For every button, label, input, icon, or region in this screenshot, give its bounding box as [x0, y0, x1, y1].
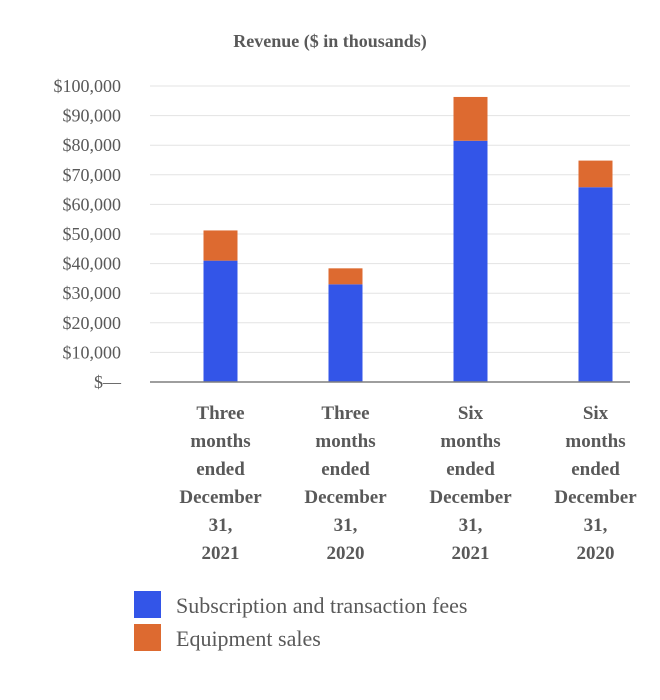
y-tick-label: $—	[94, 372, 122, 392]
y-tick-label: $60,000	[63, 194, 122, 214]
bar-segment-subscription	[203, 260, 238, 382]
bars	[203, 96, 613, 382]
x-category-label: Three months ended December 31, 2020	[304, 403, 387, 564]
bar-segment-subscription	[453, 140, 488, 382]
chart-title: Revenue ($ in thousands)	[233, 31, 427, 52]
y-axis-ticks: $— $10,000 $20,000 $30,000 $40,000 $50,000 $60…	[54, 76, 123, 392]
bar-segment-equipment	[578, 160, 613, 188]
bar-segment-equipment	[328, 268, 363, 285]
legend-swatch	[134, 624, 161, 651]
bar-segment-equipment	[453, 96, 488, 141]
y-tick-label: $70,000	[63, 165, 122, 185]
legend-label: Subscription and transaction fees	[176, 593, 467, 618]
bar-segment-subscription	[578, 187, 613, 382]
legend-label: Equipment sales	[176, 626, 321, 651]
y-tick-label: $80,000	[63, 135, 122, 155]
y-tick-label: $40,000	[63, 254, 122, 274]
y-tick-label: $100,000	[54, 76, 122, 96]
x-category-label: Six months ended December 31, 2020	[554, 403, 637, 564]
y-tick-label: $50,000	[63, 224, 122, 244]
y-tick-label: $90,000	[63, 106, 122, 126]
legend-swatch	[134, 591, 161, 618]
bar-segment-subscription	[328, 284, 363, 382]
y-tick-label: $10,000	[63, 342, 122, 362]
bar-segment-equipment	[203, 230, 238, 261]
x-category-label: Six months ended December 31, 2021	[429, 403, 512, 564]
x-axis-categories: Three months ended December 31, 2021 Three mont…	[179, 403, 637, 564]
y-tick-label: $20,000	[63, 313, 122, 333]
legend: Subscription and transaction fees Equipme…	[134, 591, 467, 651]
x-category-label: Three months ended December 31, 2021	[179, 403, 262, 564]
y-tick-label: $30,000	[63, 283, 122, 303]
